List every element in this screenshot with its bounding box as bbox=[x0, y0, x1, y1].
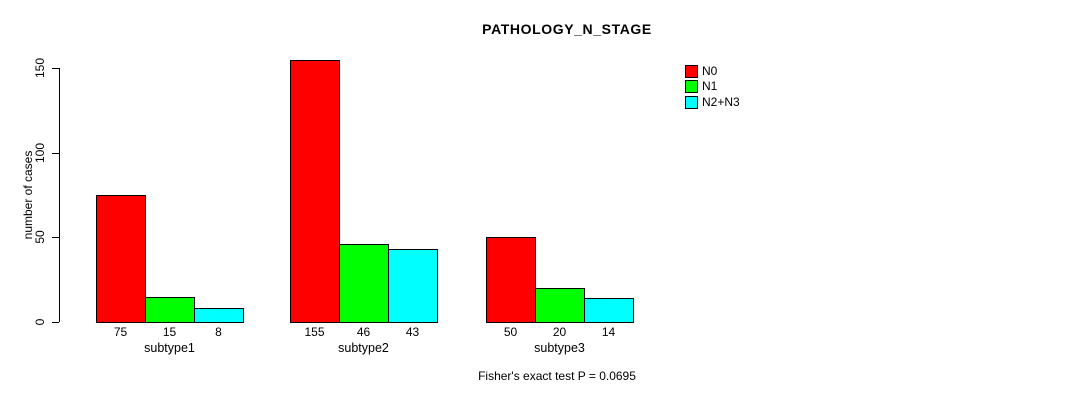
legend-label-n2-n3: N2+N3 bbox=[702, 94, 740, 109]
bar-value-label: 155 bbox=[304, 324, 325, 339]
bar-n2-n3-subtype2 bbox=[388, 249, 438, 323]
fisher-test-annotation: Fisher's exact test P = 0.0695 bbox=[478, 369, 636, 383]
bar-value-label: 43 bbox=[405, 324, 420, 339]
y-axis-title: number of cases bbox=[21, 150, 35, 240]
bar-n1-subtype2 bbox=[339, 244, 389, 323]
bar-n1-subtype1 bbox=[145, 296, 195, 323]
legend-swatch-n2-n3 bbox=[685, 95, 698, 109]
x-category-label: subtype1 bbox=[144, 341, 195, 355]
bar-value-label: 75 bbox=[113, 324, 128, 339]
y-axis-tick-label: 150 bbox=[33, 57, 47, 79]
bar-n0-subtype2 bbox=[290, 59, 340, 323]
legend-label-n0: N0 bbox=[702, 64, 718, 78]
legend-item-n0: N0 bbox=[685, 65, 740, 78]
legend: N0 N1 N2+N3 bbox=[685, 65, 740, 109]
legend-swatch-n1 bbox=[685, 80, 698, 94]
x-category-label: subtype2 bbox=[338, 341, 389, 355]
bar-value-label: 50 bbox=[503, 324, 518, 339]
y-axis-tick bbox=[52, 322, 59, 323]
bar-n2-n3-subtype1 bbox=[194, 308, 244, 323]
bar-value-label: 14 bbox=[601, 324, 616, 339]
legend-label-n1: N1 bbox=[702, 79, 718, 94]
bar-n2-n3-subtype3 bbox=[584, 298, 634, 323]
bar-value-label: 20 bbox=[552, 324, 567, 339]
bar-n0-subtype3 bbox=[486, 237, 536, 323]
bar-value-label: 46 bbox=[356, 324, 371, 339]
y-axis-line bbox=[59, 68, 60, 322]
legend-item-n2-n3: N2+N3 bbox=[685, 94, 740, 109]
chart-title: PATHOLOGY_N_STAGE bbox=[482, 21, 652, 37]
y-axis-tick-label: 100 bbox=[33, 142, 47, 163]
y-axis-tick bbox=[52, 237, 59, 239]
bar-value-label: 15 bbox=[162, 324, 177, 339]
y-axis-tick bbox=[52, 152, 59, 154]
bar-n0-subtype1 bbox=[96, 195, 146, 323]
y-axis-tick-label: 50 bbox=[33, 230, 47, 245]
y-axis-tick-label: 0 bbox=[33, 318, 47, 326]
legend-item-n1: N1 bbox=[685, 79, 740, 94]
x-category-label: subtype3 bbox=[534, 341, 585, 355]
legend-swatch-n0 bbox=[685, 65, 698, 78]
y-axis-tick bbox=[52, 68, 59, 69]
bar-n1-subtype3 bbox=[535, 288, 585, 323]
bar-value-label: 8 bbox=[215, 324, 222, 339]
